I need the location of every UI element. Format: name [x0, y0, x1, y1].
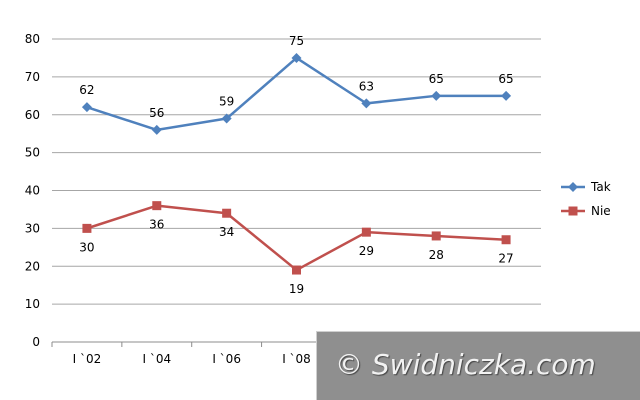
data-label: 63	[359, 79, 374, 93]
data-point-nie	[82, 223, 92, 233]
legend-marker	[568, 182, 578, 192]
data-point-tak	[151, 124, 162, 135]
data-label: 75	[289, 34, 304, 48]
data-point-nie	[361, 227, 371, 237]
data-point-nie	[222, 208, 232, 218]
data-point-tak	[431, 90, 442, 101]
y-tick-label: 30	[25, 221, 40, 235]
data-point-nie	[501, 235, 511, 245]
data-point-tak	[501, 90, 512, 101]
y-tick-label: 20	[25, 259, 40, 273]
data-label: 19	[289, 282, 304, 296]
y-tick-label: 50	[25, 146, 40, 160]
data-label: 28	[429, 248, 444, 262]
watermark-text: © Swidniczka.com	[335, 348, 596, 381]
gridlines	[52, 38, 541, 305]
y-tick-label: 80	[25, 32, 40, 46]
legend-label: Tak	[590, 180, 611, 194]
data-labels: 62 56 59 75 63 65 65 30 36 34 19 29 28 27	[79, 34, 513, 296]
y-tick-label: 0	[32, 335, 40, 349]
data-point-nie	[431, 231, 441, 241]
x-tick-label: I `02	[73, 352, 102, 366]
data-label: 59	[219, 95, 234, 109]
legend: Tak Nie	[561, 180, 611, 218]
data-label: 65	[429, 72, 444, 86]
x-tick-label: I `08	[282, 352, 311, 366]
y-tick-label: 70	[25, 70, 40, 84]
data-label: 34	[219, 225, 234, 239]
data-label: 27	[498, 252, 513, 266]
y-tick-label: 40	[25, 184, 40, 198]
legend-label: Nie	[591, 204, 611, 218]
data-point-tak	[291, 52, 302, 63]
y-tick-label: 60	[25, 108, 40, 122]
data-label: 65	[498, 72, 513, 86]
data-point-tak	[221, 113, 232, 124]
data-point-tak	[361, 98, 372, 109]
data-point-nie	[152, 201, 162, 211]
watermark-banner: © Swidniczka.com	[316, 331, 640, 400]
data-label: 29	[359, 244, 374, 258]
data-point-tak	[81, 102, 92, 113]
data-label: 62	[79, 83, 94, 97]
x-tick-label: I `04	[142, 352, 171, 366]
data-point-nie	[292, 265, 301, 275]
legend-marker	[568, 206, 578, 216]
data-label: 56	[149, 106, 164, 120]
x-tick-label: I `06	[212, 352, 241, 366]
data-label: 30	[79, 240, 94, 254]
series-lines	[81, 52, 512, 275]
y-tick-label: 10	[25, 297, 40, 311]
data-label: 36	[149, 218, 164, 232]
